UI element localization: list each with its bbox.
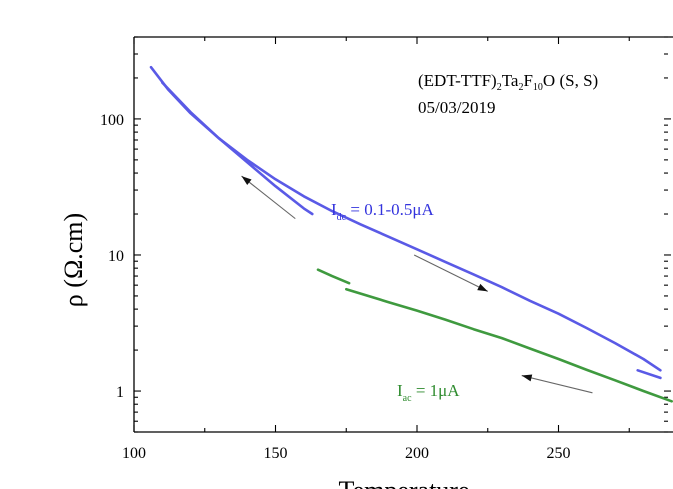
x-axis-label: Temperature	[339, 476, 470, 489]
sample-formula-label: (EDT-TTF)2Ta2F10O (S, S)	[418, 71, 598, 93]
direction-arrow-3	[521, 374, 593, 394]
iac-label: Iac = 1μA	[397, 381, 460, 404]
series-layer	[149, 65, 673, 403]
series-line-5	[344, 287, 673, 403]
x-tick-label: 250	[547, 445, 571, 462]
series-line-3	[636, 368, 662, 380]
arrow-layer	[241, 175, 593, 394]
plot-frame	[133, 36, 673, 433]
series-line-2	[161, 81, 314, 216]
x-tick-label: 100	[122, 445, 146, 462]
x-tick-label: 200	[405, 445, 429, 462]
direction-arrow-1	[241, 175, 296, 220]
series-line-4	[316, 268, 351, 285]
x-tick-label: 150	[264, 445, 288, 462]
date-label: 05/03/2019	[418, 98, 495, 117]
y-tick-label: 1	[116, 384, 124, 401]
axis-ticks: 100150200250300110100	[100, 36, 671, 462]
direction-arrow-2	[413, 254, 488, 292]
idc-label: Idc = 0.1-0.5μA	[331, 200, 434, 223]
y-axis-label: ρ (Ω.cm)	[59, 213, 88, 307]
y-tick-label: 10	[108, 248, 124, 265]
y-tick-label: 100	[100, 112, 124, 129]
